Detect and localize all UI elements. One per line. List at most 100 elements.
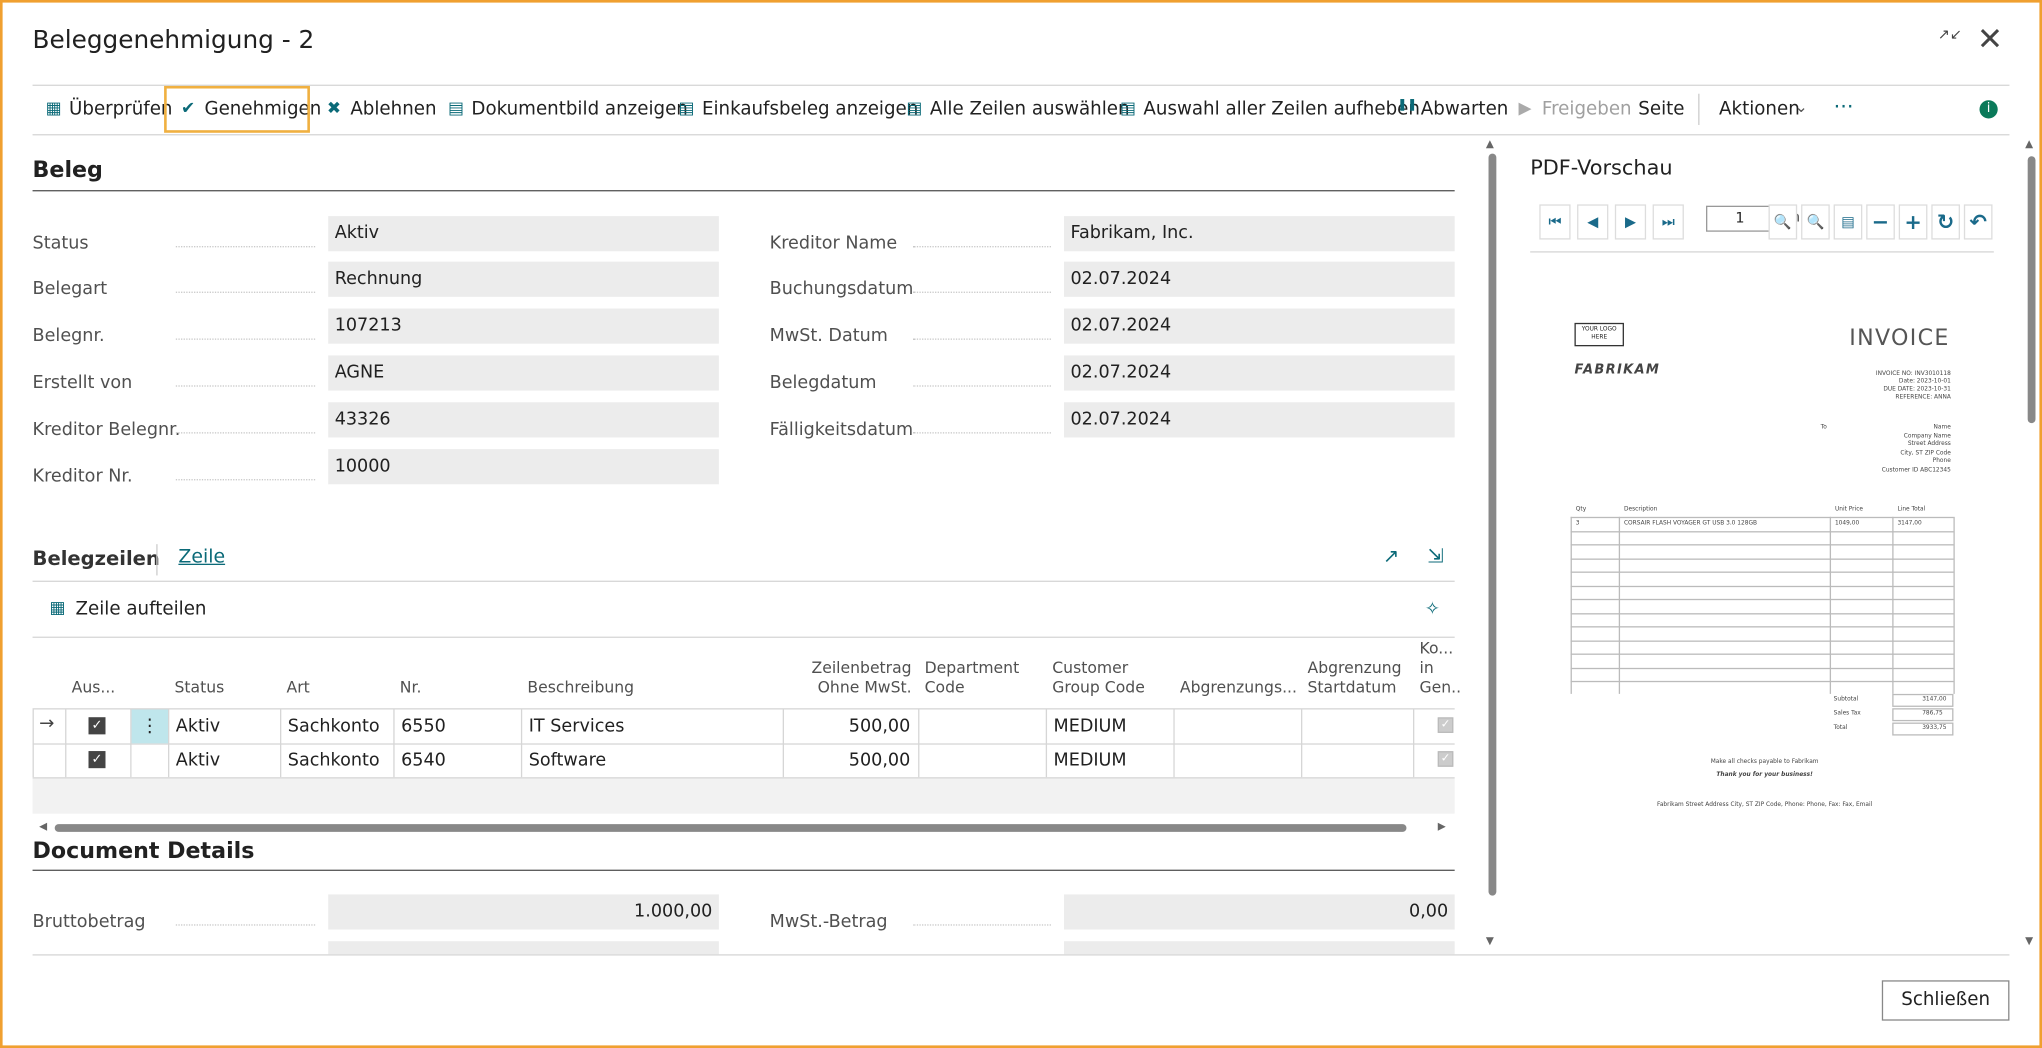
cut-box	[328, 941, 719, 955]
invoice-meta: INVOICE NO: INV3010118	[1875, 371, 1951, 378]
field-label: Status	[32, 233, 89, 254]
leader-dots	[175, 432, 316, 434]
toolbar-button[interactable]: Auswahl aller Zeilen aufheben	[1143, 98, 1420, 120]
toolbar-button[interactable]: Einkaufsbeleg anzeigen	[701, 98, 919, 120]
toolbar-button[interactable]: Alle Zeilen auswählen	[929, 98, 1130, 120]
toolbar-button[interactable]: Überprüfen	[69, 98, 173, 120]
section-title: Beleg	[32, 157, 103, 184]
toolbar-button[interactable]: Seite	[1638, 98, 1685, 120]
total-value: 3147,00	[1922, 696, 1947, 704]
leader-dots	[912, 385, 1051, 387]
grid-line	[167, 709, 170, 778]
grid-line	[918, 709, 920, 778]
leader-dots	[175, 338, 316, 340]
pdf-tool-button[interactable]: 🔍	[1768, 204, 1798, 240]
cell: 6540	[401, 749, 446, 771]
total-label: Total	[1833, 725, 1848, 732]
invoice-column: Line Total	[1897, 506, 1926, 513]
toolbar-button[interactable]: Abwarten	[1420, 98, 1509, 120]
pin-icon[interactable]: ✧	[1424, 598, 1440, 620]
leader-dots	[912, 432, 1051, 434]
invoice-col-line	[1892, 516, 1893, 694]
share-icon[interactable]: ↗	[1383, 544, 1400, 568]
field-label: Erstellt von	[32, 372, 133, 394]
lines-line	[32, 580, 1455, 582]
invoice-col-line	[1953, 516, 1955, 694]
column-header: Zeilenbetrag Ohne MwSt.	[811, 658, 912, 697]
row-menu[interactable]: ⋮	[131, 709, 168, 744]
pdf-tool-button[interactable]: −	[1866, 204, 1895, 240]
invoice-col-line	[1829, 516, 1831, 694]
invoice-meta: DUE DATE: 2023-10-31	[1883, 386, 1951, 394]
page-input[interactable]: 1	[1706, 205, 1774, 232]
v-scroll	[1488, 153, 1497, 896]
pdf-tool-button[interactable]: ↶	[1963, 204, 1993, 240]
toolbar-button[interactable]: Aktionen	[1719, 98, 1800, 120]
field-label: Kreditor Nr.	[32, 466, 133, 487]
field-value: 02.07.2024	[1063, 261, 1455, 297]
field-label: Fälligkeitsdatum	[769, 419, 914, 441]
details-title: Document Details	[32, 838, 255, 865]
tab-link[interactable]: Zeile	[178, 546, 226, 568]
column-header: Art	[286, 678, 310, 697]
grid-line	[393, 709, 395, 778]
toolbar-top-line	[32, 84, 2010, 86]
v-scroll-up: ▲	[1485, 137, 1494, 150]
pdf-tool-button[interactable]: 🔍	[1801, 204, 1830, 240]
cell: 500,00	[848, 716, 911, 737]
close-icon[interactable]: ✕	[1976, 20, 2004, 58]
row-checkbox[interactable]: ✓	[88, 717, 106, 735]
invoice-address: Name	[1933, 424, 1951, 431]
invoice-row-line	[1570, 667, 1954, 668]
cell: Software	[528, 749, 607, 771]
leader-dots	[912, 291, 1051, 293]
total-box	[1892, 693, 1954, 707]
h-scroll-right: ▶	[1437, 820, 1446, 832]
toolbar-button[interactable]: Dokumentbild anzeigen	[471, 98, 688, 120]
field-value: 0,00	[1063, 894, 1455, 930]
invoice-row-line	[1570, 626, 1954, 627]
grid-line	[65, 709, 67, 778]
pdf-tool-button[interactable]: +	[1898, 204, 1928, 240]
field-value: 02.07.2024	[1063, 308, 1455, 344]
expand-icon[interactable]: ⇲	[1427, 544, 1444, 568]
column-header: Beschreibung	[527, 678, 635, 697]
lines-action-line	[32, 636, 1455, 638]
leader-dots	[175, 291, 316, 293]
field-label: Bruttobetrag	[32, 911, 146, 933]
grid-line	[1173, 709, 1175, 778]
right-scroll	[2027, 156, 2036, 424]
pdf-nav-button[interactable]: ⏮	[1539, 204, 1571, 240]
total-box	[1892, 722, 1954, 736]
pdf-nav-button[interactable]: ◀	[1577, 204, 1609, 240]
toolbar-button[interactable]: Freigeben	[1541, 98, 1632, 120]
invoice-row-line	[1570, 571, 1954, 573]
close-button[interactable]: Schließen	[1881, 980, 2010, 1021]
column-header: Nr.	[399, 678, 422, 697]
invoice-thanks: Thank you for your business!	[1716, 772, 1813, 779]
toolbar-icon: ▤	[906, 98, 923, 119]
toolbar-button[interactable]: Genehmigen	[204, 98, 322, 120]
row-checkbox-disabled: ✓	[1437, 717, 1454, 733]
split-button[interactable]: Zeile aufteilen	[75, 598, 207, 620]
field-label: Kreditor Belegnr.	[32, 419, 181, 441]
more-button[interactable]: ···	[1833, 93, 1854, 119]
invoice-to: To	[1820, 424, 1827, 431]
invoice-col-line	[1618, 516, 1620, 694]
pdf-tool-button[interactable]: ▤	[1833, 204, 1863, 240]
row-checkbox[interactable]: ✓	[88, 751, 106, 769]
pdf-nav-button[interactable]: ⏭	[1652, 204, 1684, 240]
invoice-address: City, ST ZIP Code	[1900, 449, 1951, 457]
right-scroll-down: ▼	[2025, 934, 2034, 947]
toolbar-button[interactable]: Ablehnen	[350, 98, 437, 120]
field-value: 107213	[328, 308, 719, 344]
field-label: Buchungsdatum	[769, 278, 914, 300]
pdf-nav-button[interactable]: ▶	[1614, 204, 1647, 240]
tab-separator	[156, 544, 158, 576]
invoice-cell: 3147,00	[1897, 520, 1922, 528]
collapse-button[interactable]: ↗↙	[1937, 26, 1962, 43]
pdf-tool-button[interactable]: ↻	[1931, 204, 1960, 240]
leader-dots	[175, 385, 316, 387]
